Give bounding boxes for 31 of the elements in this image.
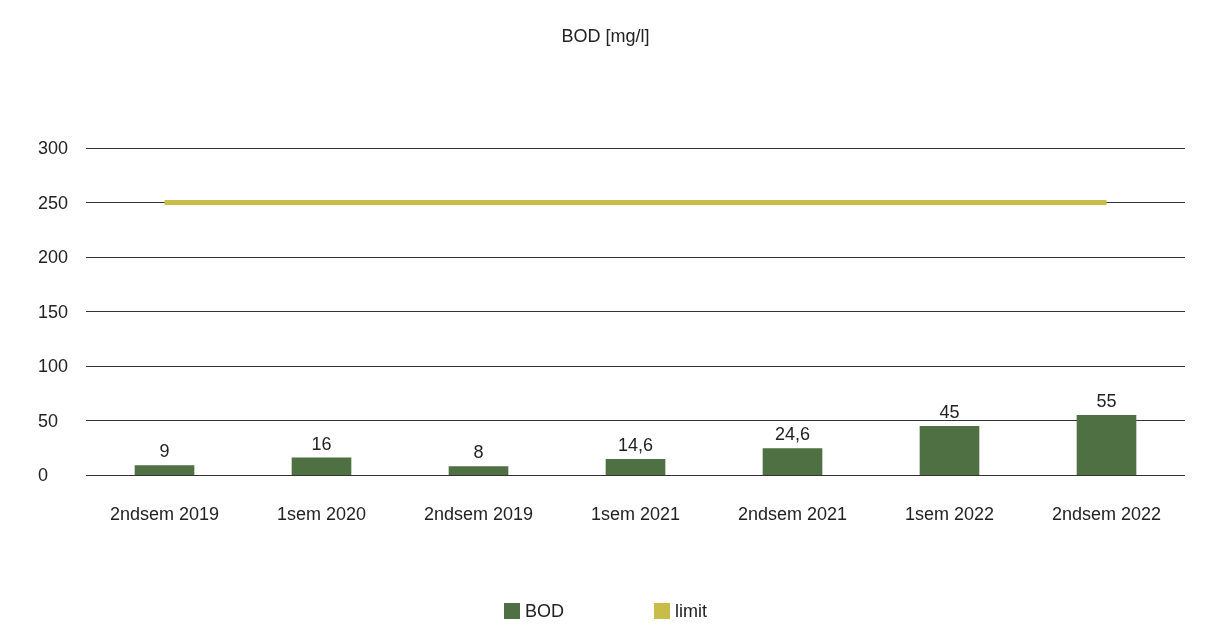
data-label: 55: [1096, 391, 1117, 412]
y-tick-label: 50: [38, 410, 59, 431]
x-tick-label: 1sem 2021: [590, 504, 681, 524]
y-tick-label: 250: [38, 192, 69, 213]
bar: [448, 466, 509, 475]
bar: [919, 425, 980, 475]
x-tick-label: 2ndsem 2019: [423, 504, 534, 524]
y-tick-label: 0: [38, 465, 49, 485]
x-tick-label: 2ndsem 2021: [737, 504, 848, 524]
data-label: 14,6: [617, 435, 654, 456]
legend-label: BOD: [525, 601, 565, 621]
y-tick-label: 300: [38, 138, 69, 158]
data-label: 9: [159, 441, 170, 462]
bar: [605, 459, 666, 475]
x-tick-label: 2ndsem 2019: [109, 504, 220, 524]
bar: [291, 457, 352, 475]
data-label: 16: [311, 433, 332, 454]
bar: [762, 448, 823, 475]
y-tick-label: 200: [38, 247, 69, 267]
y-tick-label: 150: [38, 301, 69, 322]
data-label: 45: [939, 401, 960, 422]
data-label: 8: [473, 442, 484, 463]
x-tick-label: 2ndsem 2022: [1051, 504, 1162, 524]
bar: [1076, 415, 1137, 475]
bar: [134, 465, 195, 475]
x-tick-label: 1sem 2022: [904, 504, 995, 524]
x-tick-label: 1sem 2020: [276, 504, 367, 524]
chart-title: BOD [mg/l]: [561, 26, 650, 46]
data-label: 24,6: [774, 424, 811, 445]
legend-label: limit: [675, 601, 708, 621]
y-tick-label: 100: [38, 356, 69, 376]
